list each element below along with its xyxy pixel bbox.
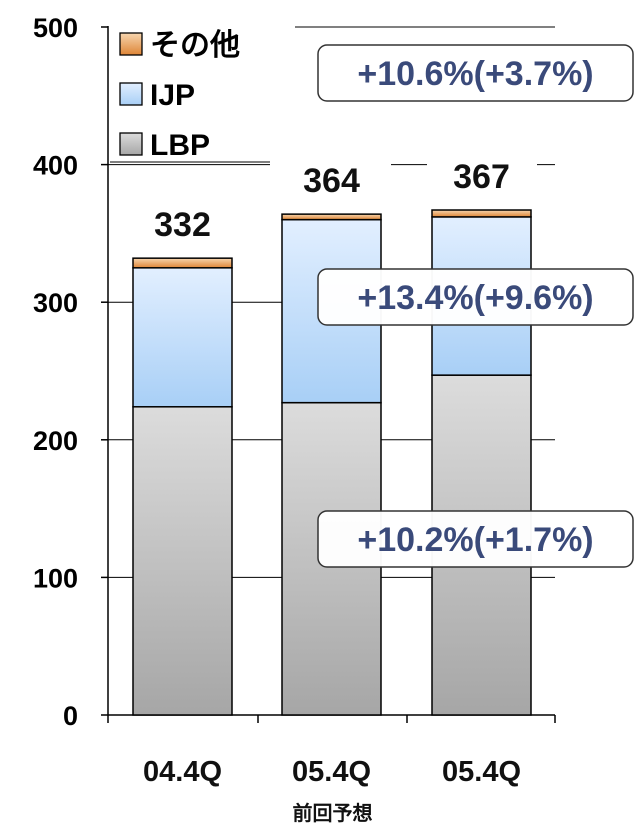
legend-swatch	[119, 32, 143, 56]
bar-segment-ijp	[132, 267, 233, 408]
labels: 332 364 367 04.4Q 05.4Q 前回予想 05.4Q	[143, 158, 521, 825]
legend-label: その他	[150, 29, 240, 62]
y-tick-label: 400	[33, 151, 78, 181]
y-tick-label: 300	[33, 288, 78, 318]
legend: その他 IJP LBP	[110, 29, 270, 163]
callout-box	[317, 510, 634, 568]
callout-text: +10.6%(+3.7%)	[357, 55, 593, 93]
bar-segment-lbp	[132, 406, 233, 716]
legend-swatch	[119, 82, 143, 106]
x-category-label: 04.4Q	[143, 756, 222, 788]
y-tick-label: 500	[33, 13, 78, 43]
y-tick-label: 100	[33, 563, 78, 593]
total-value-label: 367	[453, 158, 510, 196]
total-value-label: 364	[303, 162, 360, 200]
callout-box	[317, 268, 634, 326]
callout-text: +13.4%(+9.6%)	[357, 279, 593, 317]
x-category-label: 05.4Q	[292, 756, 371, 788]
total-value-label: 332	[154, 206, 211, 244]
callout-box	[317, 44, 634, 102]
callouts: +10.6%(+3.7%) +13.4%(+9.6%) +10.2%(+1.7%)	[317, 44, 634, 568]
bar-segment-other	[431, 209, 532, 218]
y-tick-label: 0	[63, 701, 78, 731]
x-category-sublabel: 前回予想	[293, 801, 373, 825]
bar-segment-other	[132, 257, 233, 269]
bar-segment-other	[281, 213, 382, 221]
x-category-label: 05.4Q	[442, 756, 521, 788]
legend-label: LBP	[150, 129, 210, 162]
y-tick-label: 200	[33, 426, 78, 456]
legend-label: IJP	[150, 79, 195, 112]
axes: 0 100 200 300 400 500	[33, 13, 556, 731]
callout-text: +10.2%(+1.7%)	[357, 521, 593, 559]
legend-swatch	[119, 132, 143, 156]
